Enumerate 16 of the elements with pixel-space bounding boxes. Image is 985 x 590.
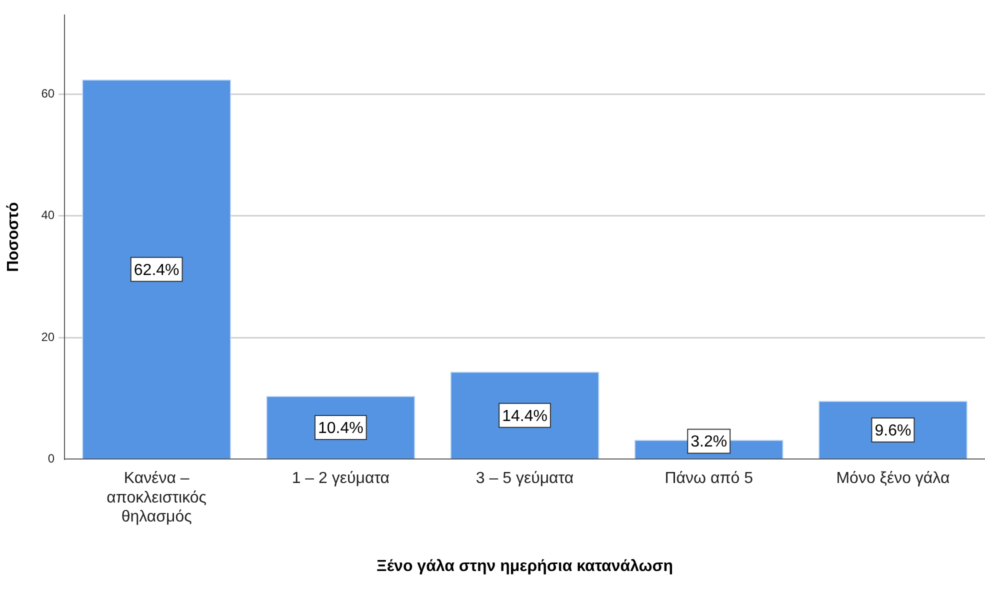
data-label: 3.2% bbox=[690, 434, 728, 451]
x-axis-title: Ξένο γάλα στην ημερήσια κατανάλωση bbox=[376, 558, 674, 575]
y-tick-label: 20 bbox=[41, 330, 55, 344]
y-tick-label: 60 bbox=[41, 86, 55, 100]
data-label: 62.4% bbox=[134, 262, 180, 279]
y-tick-label: 0 bbox=[48, 452, 55, 466]
y-tick-label: 40 bbox=[41, 208, 55, 222]
data-label: 9.6% bbox=[874, 422, 912, 440]
y-axis-title: Ποσοστό bbox=[5, 202, 22, 272]
data-label: 10.4% bbox=[318, 420, 364, 437]
x-tick-label: Κανένα – αποκλειστικός θηλασμός bbox=[106, 470, 207, 526]
data-label: 14.4% bbox=[502, 408, 548, 425]
x-tick-label: 3 – 5 γεύματα bbox=[476, 470, 574, 488]
x-tick-label: 1 – 2 γεύματα bbox=[292, 470, 390, 488]
x-tick-label: Μόνο ξένο γάλα bbox=[836, 470, 950, 488]
x-tick-label: Πάνω από 5 bbox=[664, 470, 754, 488]
